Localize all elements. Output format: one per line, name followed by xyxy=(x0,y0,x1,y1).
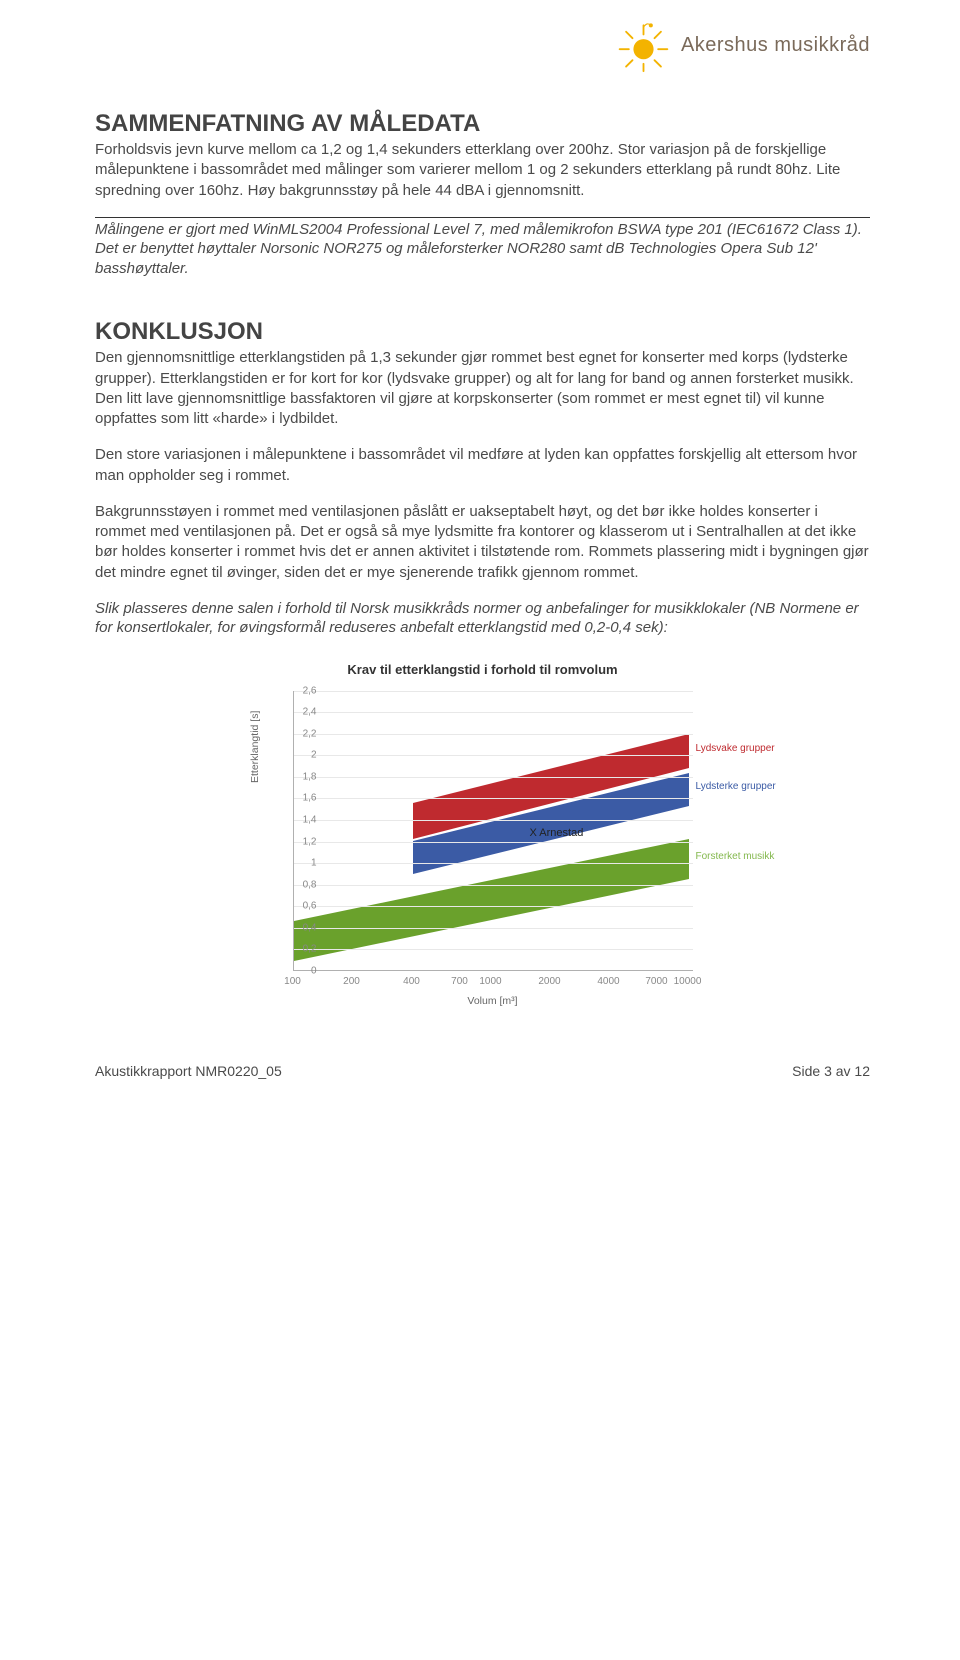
x-tick: 700 xyxy=(451,976,468,987)
chart-bands xyxy=(294,691,694,971)
y-tick: 2,4 xyxy=(279,707,317,718)
gridline xyxy=(294,798,693,799)
para-konklusjon-2: Den store variasjonen i målepunktene i b… xyxy=(95,445,870,486)
x-tick: 100 xyxy=(284,976,301,987)
y-tick: 1,4 xyxy=(279,814,317,825)
heading-konklusjon: KONKLUSJON xyxy=(95,318,870,346)
y-tick: 2,6 xyxy=(279,685,317,696)
band-label-blue: Lydsterke grupper xyxy=(696,781,776,792)
para-konklusjon-3: Bakgrunnsstøyen i rommet med ventilasjon… xyxy=(95,502,870,583)
para-sammenfatning: Forholdsvis jevn kurve mellom ca 1,2 og … xyxy=(95,140,870,201)
y-tick: 0,6 xyxy=(279,901,317,912)
gridline xyxy=(294,712,693,713)
gridline xyxy=(294,906,693,907)
y-tick: 0,2 xyxy=(279,944,317,955)
y-tick: 2,2 xyxy=(279,728,317,739)
y-tick: 1,8 xyxy=(279,771,317,782)
y-tick: 1,6 xyxy=(279,793,317,804)
band-label-green: Forsterket musikk xyxy=(696,851,775,862)
gridline xyxy=(294,949,693,950)
x-tick: 400 xyxy=(403,976,420,987)
gridline xyxy=(294,885,693,886)
logo-text: Akershus musikkråd xyxy=(681,34,870,57)
y-tick: 0 xyxy=(279,965,317,976)
x-tick: 7000 xyxy=(645,976,667,987)
gridline xyxy=(294,777,693,778)
band-label-red: Lydsvake grupper xyxy=(696,743,775,754)
chart-title: Krav til etterklangstid i forhold til ro… xyxy=(243,662,723,677)
y-tick: 2 xyxy=(279,750,317,761)
logo: Akershus musikkråd xyxy=(616,18,870,73)
gridline xyxy=(294,691,693,692)
para-konklusjon-4: Slik plasseres denne salen i forhold til… xyxy=(95,599,870,638)
divider xyxy=(95,217,870,218)
x-tick: 200 xyxy=(343,976,360,987)
footer-right: Side 3 av 12 xyxy=(792,1063,870,1079)
chart-box: Forsterket musikkLydsterke grupperLydsva… xyxy=(243,683,723,1013)
y-tick: 1,2 xyxy=(279,836,317,847)
y-tick: 0,4 xyxy=(279,922,317,933)
x-tick: 10000 xyxy=(674,976,702,987)
chart-marker: X Arnestad xyxy=(530,827,584,839)
gridline xyxy=(294,820,693,821)
x-axis-label: Volum [m³] xyxy=(293,995,693,1007)
y-tick: 0,8 xyxy=(279,879,317,890)
heading-sammenfatning: SAMMENFATNING AV MÅLEDATA xyxy=(95,110,870,138)
gridline xyxy=(294,928,693,929)
footer: Akustikkrapport NMR0220_05 Side 3 av 12 xyxy=(95,1063,870,1079)
gridline xyxy=(294,734,693,735)
x-tick: 4000 xyxy=(597,976,619,987)
x-tick: 1000 xyxy=(479,976,501,987)
document-page: Akershus musikkråd SAMMENFATNING AV MÅLE… xyxy=(0,0,960,1119)
sun-logo-icon xyxy=(616,18,671,73)
band-green xyxy=(294,839,689,961)
x-tick: 2000 xyxy=(538,976,560,987)
gridline xyxy=(294,755,693,756)
y-axis-label: Etterklangtid [s] xyxy=(249,710,261,782)
y-tick: 1 xyxy=(279,858,317,869)
para-method: Målingene er gjort med WinMLS2004 Profes… xyxy=(95,220,870,279)
gridline xyxy=(294,842,693,843)
gridline xyxy=(294,863,693,864)
chart: Krav til etterklangstid i forhold til ro… xyxy=(243,662,723,1013)
para-konklusjon-1: Den gjennomsnittlige etterklangstiden på… xyxy=(95,348,870,429)
footer-left: Akustikkrapport NMR0220_05 xyxy=(95,1063,282,1079)
plot-area: Forsterket musikkLydsterke grupperLydsva… xyxy=(293,691,693,971)
